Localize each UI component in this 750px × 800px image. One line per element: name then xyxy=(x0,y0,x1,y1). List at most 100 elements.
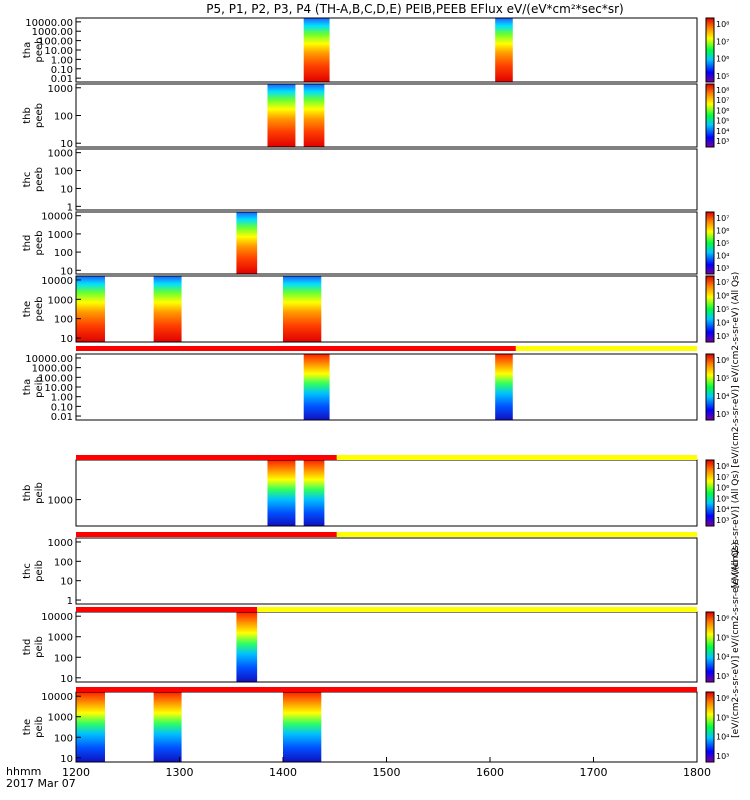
y-tick-label: 100 xyxy=(54,248,73,259)
status-bar-yellow xyxy=(515,346,697,351)
colorbar-tick-label: 10⁴ xyxy=(716,252,729,261)
colorbar-tick-label: 10⁴ xyxy=(716,127,729,136)
y-tick-label: 10000 xyxy=(41,612,73,623)
colorbar xyxy=(705,691,715,763)
y-tick-label: 1000 xyxy=(48,538,73,549)
spectrogram-segment xyxy=(76,692,105,762)
colorbar-tick-label: 10⁴ xyxy=(716,505,729,514)
status-bar-yellow xyxy=(336,455,697,460)
y-tick-label: 10000 xyxy=(41,276,73,287)
y-tick-label: 10 xyxy=(60,754,73,765)
y-tick-label: 10 xyxy=(60,139,73,150)
y-tick-label: 10000 xyxy=(41,212,73,223)
y-tick-label: 1.00 xyxy=(51,55,73,66)
colorbar-tick-label: 10⁴ xyxy=(716,392,729,401)
time-axis-label: hhmm xyxy=(6,765,41,778)
panel-frame xyxy=(75,17,698,83)
spectrogram-segment xyxy=(283,276,322,342)
colorbar-tick-label: 10⁸ xyxy=(716,86,729,95)
y-tick-label: 10 xyxy=(60,674,73,685)
panel-instrument-label: peeb xyxy=(34,231,45,256)
panel-instrument-label: peeb xyxy=(34,38,45,63)
panel-frame xyxy=(75,275,698,343)
panel-instrument-label: peib xyxy=(34,716,45,738)
colorbar-tick-label: 10⁸ xyxy=(716,462,729,471)
spectrogram-segment xyxy=(236,612,258,682)
spectrogram-segment xyxy=(495,354,513,420)
y-tick-label: 1000 xyxy=(48,84,73,95)
x-tick-label: 1300 xyxy=(166,766,194,779)
panel-frame xyxy=(75,148,698,211)
y-tick-label: 1000.00 xyxy=(32,27,73,38)
y-tick-label: 10000 xyxy=(41,692,73,703)
y-tick-label: 0.01 xyxy=(51,74,73,85)
colorbar xyxy=(705,275,715,343)
x-tick-label: 1700 xyxy=(580,766,608,779)
colorbar-tick-label: 10⁷ xyxy=(716,214,729,223)
panel-instrument-label: peib xyxy=(34,482,45,504)
colorbar-tick-label: 10⁷ xyxy=(716,37,729,46)
spectrogram-segment xyxy=(267,460,296,526)
colorbar-tick-label: 10³ xyxy=(716,137,729,146)
colorbar xyxy=(705,353,715,421)
panel-frame xyxy=(75,459,698,527)
colorbar-tick-label: 10³ xyxy=(716,752,729,761)
status-bar-red xyxy=(76,687,697,692)
panel-instrument-label: peeb xyxy=(34,103,45,128)
y-tick-label: 0.01 xyxy=(51,412,73,423)
spectrogram-segment xyxy=(303,18,330,82)
y-tick-label: 0.10 xyxy=(51,65,73,76)
status-bar-red xyxy=(76,455,337,460)
colorbar-tick-label: 10⁶ xyxy=(716,292,729,301)
colorbar-tick-label: 10⁵ xyxy=(716,713,729,722)
panel-probe-label: thc xyxy=(22,172,33,188)
status-bar-yellow xyxy=(257,607,697,612)
colorbar-tick-label: 10⁶ xyxy=(716,614,729,623)
y-tick-label: 10 xyxy=(60,334,73,345)
y-tick-label: 0.10 xyxy=(51,402,73,413)
colorbar-tick-label: 10³ xyxy=(716,516,729,525)
panel-probe-label: thd xyxy=(22,235,33,252)
y-tick-label: 1 xyxy=(67,596,73,607)
colorbar xyxy=(705,17,715,83)
x-tick-label: 1200 xyxy=(62,766,90,779)
colorbar-tick-label: 10⁶ xyxy=(716,227,729,236)
y-tick-label: 100 xyxy=(54,167,73,178)
panel-probe-label: thd xyxy=(22,639,33,656)
panel-frame xyxy=(75,537,698,605)
spectrogram-segment xyxy=(303,354,330,420)
colorbar xyxy=(705,211,715,275)
status-bar-yellow xyxy=(336,532,697,537)
colorbar-tick-label: 10⁷ xyxy=(716,278,729,287)
panel-probe-label: tha xyxy=(22,42,33,58)
colorbar xyxy=(705,459,715,527)
y-tick-label: 1000 xyxy=(48,295,73,306)
y-tick-label: 10 xyxy=(60,266,73,277)
spectrogram-segment xyxy=(236,212,258,274)
panel-frame xyxy=(75,353,698,421)
spectrogram-segment xyxy=(495,18,513,82)
colorbar-tick-label: 10⁴ xyxy=(716,319,729,328)
y-tick-label: 10.00 xyxy=(44,383,73,394)
panel-instrument-label: peib xyxy=(34,636,45,658)
spectrogram-segment xyxy=(153,276,182,342)
spectrogram-segment xyxy=(283,692,322,762)
colorbar-tick-label: 10⁶ xyxy=(716,484,729,493)
y-tick-label: 1 xyxy=(67,202,73,213)
x-tick-label: 1600 xyxy=(476,766,504,779)
colorbar-tick-label: 10⁴ xyxy=(716,653,729,662)
colorbar-tick-label: 10⁶ xyxy=(716,694,729,703)
colorbar xyxy=(705,83,715,148)
panel-instrument-label: peeb xyxy=(34,297,45,322)
spectrogram-segment xyxy=(303,84,325,147)
y-tick-label: 10 xyxy=(60,577,73,588)
colorbar-tick-label: 10⁷ xyxy=(716,473,729,482)
y-tick-label: 1000.00 xyxy=(32,364,73,375)
panel-instrument-label: peib xyxy=(34,560,45,582)
colorbar-tick-label: 10⁵ xyxy=(716,117,729,126)
y-tick-label: 1000 xyxy=(48,230,73,241)
spectrogram-segment xyxy=(303,460,325,526)
date-label: 2017 Mar 07 xyxy=(6,777,76,790)
y-tick-label: 1000 xyxy=(48,713,73,724)
